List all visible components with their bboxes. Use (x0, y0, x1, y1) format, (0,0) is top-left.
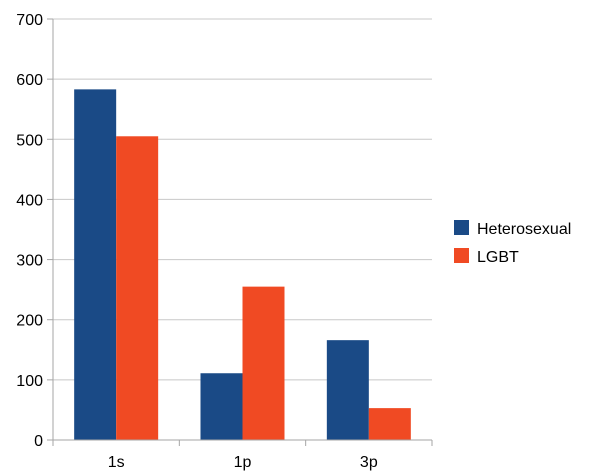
x-tick-labels: 1s 1p 3p (108, 454, 378, 471)
y-tick-label: 600 (16, 72, 43, 89)
y-tick-label: 100 (16, 373, 43, 390)
bar-lgbt-3p (368, 408, 411, 440)
bar-lgbt-1s (116, 136, 159, 440)
x-tick-label: 3p (360, 454, 378, 471)
bar-heterosexual-3p (326, 340, 369, 440)
legend-label-heterosexual: Heterosexual (477, 221, 571, 238)
bar-lgbt-1p (242, 286, 285, 440)
legend-swatch-lgbt (454, 248, 469, 263)
y-tick-label: 700 (16, 12, 43, 29)
x-tick-label: 1p (234, 454, 252, 471)
legend: Heterosexual LGBT (454, 220, 571, 266)
bar-heterosexual-1p (200, 373, 243, 440)
y-tick-label: 300 (16, 253, 43, 270)
y-tick-label: 200 (16, 313, 43, 330)
legend-swatch-heterosexual (454, 220, 469, 235)
bars (74, 89, 411, 441)
bar-heterosexual-1s (74, 89, 117, 441)
y-tick-labels: 0 100 200 300 400 500 600 700 (16, 12, 43, 450)
axes (52, 19, 432, 441)
legend-label-lgbt: LGBT (477, 249, 519, 266)
y-tick-label: 0 (34, 433, 43, 450)
y-tick-label: 500 (16, 132, 43, 149)
y-tick-label: 400 (16, 192, 43, 209)
x-tick-label: 1s (108, 454, 125, 471)
